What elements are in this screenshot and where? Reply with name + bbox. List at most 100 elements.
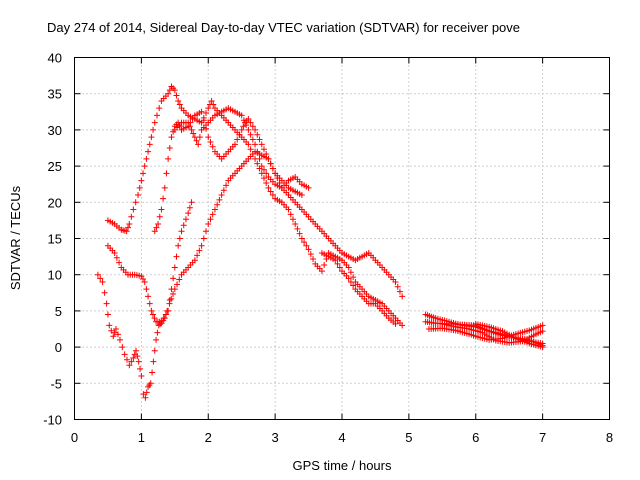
data-point: [321, 262, 328, 269]
data-point: [347, 278, 354, 285]
data-point: [211, 206, 218, 213]
data-point: [173, 92, 180, 99]
data-point: [394, 283, 401, 290]
data-point: [252, 141, 259, 148]
data-point: [176, 101, 183, 108]
data-point: [350, 282, 357, 289]
data-point: [208, 97, 215, 104]
data-point: [126, 221, 133, 228]
data-point: [258, 141, 265, 148]
data-point: [238, 112, 245, 119]
data-point: [158, 206, 165, 213]
data-point: [101, 289, 108, 296]
y-tick-label: -10: [43, 413, 62, 428]
data-point: [136, 184, 143, 191]
data-point: [218, 192, 225, 199]
data-point: [209, 143, 216, 150]
y-tick-label: 15: [48, 232, 62, 247]
data-point: [200, 117, 207, 124]
data-point: [298, 235, 305, 242]
y-tick-label: 40: [48, 51, 62, 66]
data-point: [168, 134, 175, 141]
data-point: [176, 123, 183, 130]
data-point: [188, 126, 195, 133]
data-point: [175, 97, 182, 104]
data-point: [392, 320, 399, 327]
data-point: [303, 242, 310, 249]
data-point: [170, 291, 177, 298]
data-point: [216, 196, 223, 203]
data-point: [332, 257, 339, 264]
data-point: [207, 216, 214, 223]
data-point: [234, 136, 241, 143]
data-point: [116, 259, 123, 266]
data-point: [146, 300, 153, 307]
data-point: [160, 195, 167, 202]
axis-ticks: [74, 57, 610, 420]
data-point: [119, 344, 126, 351]
data-point: [285, 206, 292, 213]
data-marks: [94, 83, 546, 401]
y-tick-label: 5: [55, 304, 62, 319]
data-point: [254, 131, 261, 138]
data-point: [247, 131, 254, 138]
data-point: [141, 163, 148, 170]
data-point: [150, 358, 157, 365]
data-point: [162, 311, 169, 318]
data-point: [294, 225, 301, 232]
data-point: [170, 275, 177, 282]
data-point: [223, 182, 230, 189]
data-point: [269, 165, 276, 172]
data-point: [243, 122, 250, 129]
data-point: [396, 288, 403, 295]
data-point: [263, 170, 270, 177]
data-point: [165, 90, 172, 97]
data-point: [189, 116, 196, 123]
data-point: [260, 166, 267, 173]
data-point: [274, 175, 281, 182]
data-point: [318, 268, 325, 275]
data-point: [188, 199, 195, 206]
data-point: [108, 327, 115, 334]
data-point: [111, 329, 118, 336]
data-point: [267, 160, 274, 167]
data-point: [247, 119, 254, 126]
data-point: [145, 293, 152, 300]
data-point: [171, 87, 178, 94]
data-point: [254, 160, 261, 167]
x-tick-label: 3: [272, 430, 279, 445]
data-point: [113, 254, 120, 261]
data-point: [174, 281, 181, 288]
data-point: [151, 315, 158, 322]
data-point: [539, 344, 546, 351]
data-point: [240, 117, 247, 124]
x-tick-label: 0: [71, 430, 78, 445]
data-point: [135, 358, 142, 365]
data-point: [126, 362, 133, 369]
data-point: [128, 358, 135, 365]
data-point: [350, 274, 357, 281]
x-tick-label: 7: [539, 430, 546, 445]
data-point: [305, 246, 312, 253]
data-point: [399, 293, 406, 300]
data-point: [147, 380, 154, 387]
data-point: [334, 260, 341, 267]
data-point: [121, 351, 128, 358]
data-point: [252, 126, 259, 133]
data-point: [205, 134, 212, 141]
data-point: [132, 199, 139, 206]
data-point: [196, 247, 203, 254]
data-point: [130, 206, 137, 213]
data-point: [220, 187, 227, 194]
data-point: [210, 101, 217, 108]
data-point: [112, 326, 119, 332]
series-arc-11: [472, 320, 546, 351]
data-point: [145, 148, 152, 155]
data-point: [298, 192, 305, 199]
data-point: [175, 242, 182, 249]
data-point: [200, 235, 207, 242]
data-point: [185, 119, 192, 126]
data-point: [140, 391, 147, 398]
data-point: [194, 252, 201, 259]
data-point: [125, 224, 131, 231]
